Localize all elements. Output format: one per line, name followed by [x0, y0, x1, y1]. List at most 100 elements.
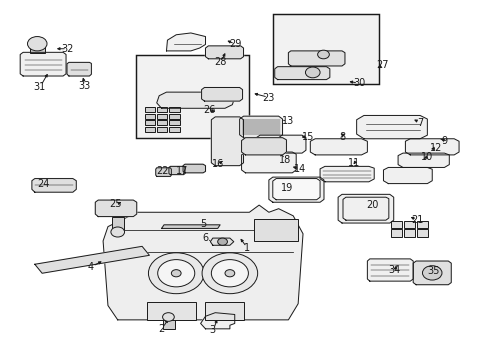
Text: 35: 35: [427, 266, 439, 276]
Bar: [144, 120, 155, 125]
Polygon shape: [166, 33, 205, 51]
Text: 9: 9: [441, 136, 447, 145]
Text: 4: 4: [88, 262, 94, 272]
Bar: [157, 127, 167, 132]
Polygon shape: [157, 92, 234, 108]
Bar: [157, 120, 167, 125]
Polygon shape: [156, 168, 171, 176]
Polygon shape: [161, 225, 220, 228]
Bar: [168, 127, 179, 132]
Circle shape: [148, 253, 203, 294]
Polygon shape: [320, 166, 373, 182]
Polygon shape: [211, 117, 243, 166]
Text: 7: 7: [416, 118, 422, 128]
Circle shape: [224, 270, 234, 277]
Text: 20: 20: [366, 200, 378, 210]
Polygon shape: [183, 164, 205, 173]
Bar: [390, 229, 401, 237]
Polygon shape: [241, 138, 286, 155]
Text: 33: 33: [78, 81, 90, 91]
Polygon shape: [32, 179, 76, 192]
Circle shape: [202, 253, 257, 294]
Circle shape: [422, 266, 441, 280]
Circle shape: [211, 260, 248, 287]
Bar: [168, 120, 179, 125]
Circle shape: [27, 37, 47, 51]
Text: 30: 30: [352, 78, 365, 88]
Text: 26: 26: [203, 105, 215, 115]
Polygon shape: [356, 116, 427, 139]
Text: 13: 13: [282, 116, 294, 126]
Text: 27: 27: [375, 60, 387, 70]
Text: 31: 31: [34, 82, 46, 92]
Bar: [144, 107, 155, 112]
Text: 22: 22: [156, 166, 168, 176]
Bar: [416, 229, 427, 237]
Polygon shape: [205, 46, 243, 59]
Text: 25: 25: [109, 199, 122, 210]
Polygon shape: [383, 167, 431, 184]
Bar: [30, 44, 44, 53]
Polygon shape: [200, 313, 234, 329]
Polygon shape: [397, 153, 448, 167]
Text: 34: 34: [388, 265, 400, 275]
Polygon shape: [412, 261, 450, 285]
Polygon shape: [95, 200, 137, 217]
Circle shape: [158, 260, 194, 287]
Polygon shape: [241, 152, 296, 173]
Bar: [390, 221, 401, 228]
Text: 23: 23: [262, 93, 275, 103]
Circle shape: [317, 50, 329, 59]
Polygon shape: [274, 67, 329, 80]
Text: 17: 17: [176, 166, 188, 176]
Text: 8: 8: [338, 132, 345, 142]
Polygon shape: [67, 62, 91, 76]
Bar: [416, 221, 427, 228]
Bar: [205, 302, 244, 320]
Text: 28: 28: [213, 57, 226, 67]
Bar: [168, 107, 179, 112]
Polygon shape: [288, 51, 344, 66]
Polygon shape: [201, 87, 242, 101]
Text: 5: 5: [200, 219, 206, 229]
Bar: [112, 217, 123, 230]
Circle shape: [162, 313, 174, 321]
Text: 1: 1: [244, 243, 249, 253]
Bar: [144, 114, 155, 119]
Bar: [168, 114, 179, 119]
Text: 29: 29: [229, 40, 242, 49]
Text: 18: 18: [278, 155, 290, 165]
Polygon shape: [256, 135, 305, 153]
Text: 24: 24: [38, 179, 50, 189]
Polygon shape: [405, 139, 458, 155]
Circle shape: [305, 67, 320, 78]
Polygon shape: [310, 139, 366, 155]
Bar: [403, 221, 414, 228]
Polygon shape: [239, 116, 282, 138]
Polygon shape: [268, 177, 324, 202]
Polygon shape: [272, 179, 320, 200]
Bar: [272, 14, 378, 84]
Text: 12: 12: [429, 143, 442, 153]
Bar: [147, 302, 195, 320]
Polygon shape: [342, 197, 388, 220]
Text: 11: 11: [347, 158, 360, 168]
Text: 14: 14: [294, 164, 306, 174]
Polygon shape: [337, 194, 393, 223]
Bar: [157, 107, 167, 112]
Text: 32: 32: [61, 44, 74, 54]
Text: 6: 6: [202, 233, 208, 243]
Circle shape: [217, 238, 227, 245]
Bar: [144, 127, 155, 132]
Text: 2: 2: [158, 324, 164, 334]
Polygon shape: [210, 238, 233, 245]
Text: 15: 15: [301, 132, 313, 142]
Circle shape: [111, 227, 124, 237]
Polygon shape: [35, 246, 149, 273]
Text: 3: 3: [209, 325, 215, 335]
Bar: [136, 55, 249, 138]
Text: 21: 21: [410, 215, 423, 225]
Circle shape: [171, 270, 181, 277]
Bar: [403, 229, 414, 237]
Polygon shape: [103, 205, 303, 320]
